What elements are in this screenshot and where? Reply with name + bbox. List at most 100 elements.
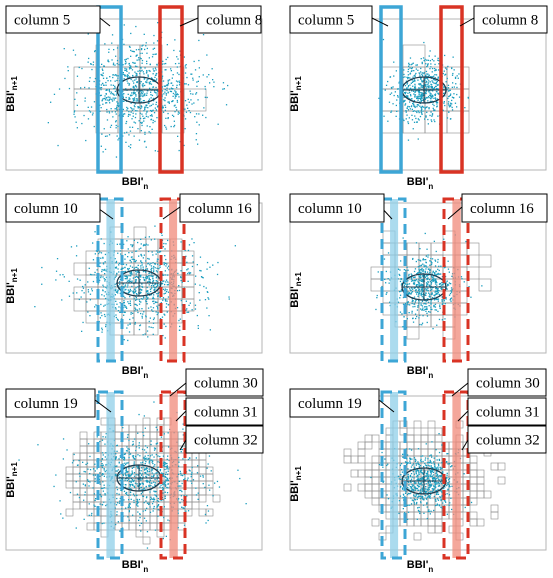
data-point: [435, 274, 438, 276]
data-point: [422, 294, 424, 296]
data-point: [152, 68, 154, 70]
data-point: [142, 71, 144, 73]
data-point: [131, 281, 133, 283]
data-point: [160, 484, 162, 486]
data-point: [127, 93, 129, 95]
data-point: [177, 499, 179, 501]
data-point: [115, 465, 117, 467]
data-point: [129, 487, 131, 490]
data-point: [427, 461, 429, 463]
data-point: [429, 293, 431, 295]
data-point: [410, 280, 413, 282]
data-point: [430, 289, 432, 291]
data-point: [89, 273, 92, 276]
data-point: [170, 125, 172, 128]
data-point: [168, 102, 170, 104]
data-point: [123, 456, 125, 458]
data-point: [149, 460, 151, 462]
data-point: [140, 274, 142, 277]
data-point: [437, 261, 439, 263]
data-point: [406, 95, 408, 97]
data-point: [152, 267, 154, 269]
data-point: [206, 307, 208, 309]
data-point: [167, 92, 169, 94]
data-point: [420, 271, 422, 274]
data-point: [88, 87, 90, 89]
data-point: [426, 306, 428, 308]
data-point: [138, 48, 140, 51]
data-point: [173, 105, 175, 107]
data-point: [429, 270, 431, 272]
data-point: [181, 490, 183, 493]
data-point: [418, 303, 420, 305]
data-point: [152, 297, 154, 300]
data-point: [135, 281, 137, 283]
data-point: [413, 283, 415, 285]
data-point: [463, 281, 465, 283]
data-point: [67, 70, 69, 72]
data-point: [141, 264, 143, 266]
data-point: [190, 99, 192, 101]
data-point: [100, 496, 103, 498]
data-point: [417, 289, 420, 291]
data-point: [78, 66, 80, 69]
data-point: [425, 282, 428, 284]
data-point: [443, 70, 445, 72]
data-point: [126, 80, 128, 82]
data-point: [406, 96, 408, 99]
data-point: [422, 283, 424, 286]
data-point: [245, 503, 247, 505]
data-point: [130, 67, 132, 69]
data-point: [103, 65, 105, 67]
data-point: [411, 485, 414, 487]
data-point: [451, 74, 454, 76]
data-point: [421, 96, 423, 99]
data-point: [132, 455, 135, 457]
data-point: [148, 502, 150, 504]
data-point: [140, 489, 142, 491]
data-point: [184, 477, 186, 480]
data-point: [155, 69, 157, 71]
data-point: [104, 493, 106, 495]
data-point: [123, 458, 125, 460]
data-point: [140, 105, 142, 107]
data-point: [126, 278, 128, 280]
data-point: [412, 317, 414, 320]
data-point: [88, 514, 90, 516]
data-point: [165, 306, 167, 308]
data-point: [85, 463, 87, 466]
data-point: [418, 83, 420, 85]
data-point: [102, 72, 104, 74]
data-point: [413, 100, 416, 102]
data-point: [464, 107, 466, 109]
data-point: [410, 481, 412, 483]
data-point: [157, 251, 159, 253]
data-point: [431, 97, 433, 99]
data-point: [126, 286, 129, 288]
data-point: [437, 88, 439, 90]
data-point: [142, 276, 144, 278]
data-point: [409, 73, 411, 75]
data-point: [434, 77, 436, 79]
data-point: [426, 506, 428, 508]
data-point: [433, 87, 436, 89]
data-point: [430, 66, 432, 68]
data-point: [425, 308, 427, 310]
data-point: [189, 273, 191, 275]
data-point: [115, 470, 117, 472]
data-point: [382, 38, 385, 41]
data-point: [430, 63, 432, 65]
data-point: [437, 57, 439, 59]
data-point: [78, 496, 81, 499]
data-point: [421, 268, 423, 270]
data-point: [381, 451, 383, 454]
data-point: [404, 461, 407, 463]
data-point: [458, 96, 461, 98]
data-point: [443, 101, 445, 103]
data-point: [157, 509, 159, 511]
data-point: [153, 456, 155, 458]
data-point: [424, 271, 426, 273]
data-point: [127, 268, 129, 270]
data-point: [417, 259, 419, 261]
data-point: [174, 111, 176, 113]
